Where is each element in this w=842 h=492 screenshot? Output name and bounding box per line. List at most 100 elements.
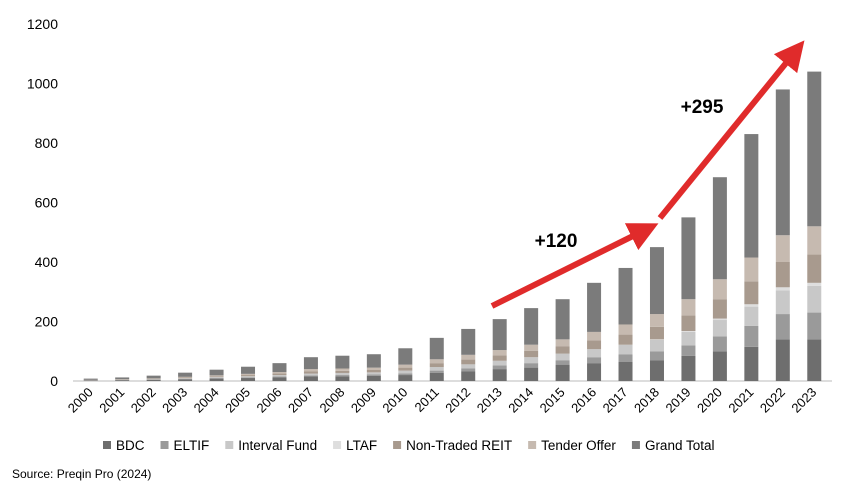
bar-segment [461,371,475,381]
bar-segment [461,364,475,368]
bar-segment [241,376,255,377]
bar-segment [807,286,821,313]
x-tick-label: 2008 [316,385,347,416]
bar-segment [210,378,224,379]
bar-segment [807,226,821,254]
legend-swatch [333,441,341,449]
bar-segment [210,379,224,381]
x-tick-label: 2020 [694,385,725,416]
bar-segment [524,357,538,363]
bar-segment [147,379,161,380]
bar-segment [524,351,538,357]
bar-segment [430,373,444,381]
bar-segment [272,372,286,373]
bar-segment [524,345,538,351]
bar-segment [367,374,381,375]
bar-segment [807,339,821,381]
bar-segment [493,366,507,370]
bar-segment [744,281,758,304]
bar-segment [776,287,790,290]
legend-label: Grand Total [645,438,715,453]
bar-segment [776,314,790,339]
bar-segment [493,369,507,381]
legend-label: Tender Offer [541,438,616,453]
legend-label: ELTIF [174,438,210,453]
bar-segment [744,304,758,306]
x-tick-label: 2016 [568,385,599,416]
bar-segment [304,357,318,369]
bar-segment [776,339,790,381]
bar-segment [335,375,349,376]
bar-segment [398,373,412,375]
bar-segment [776,235,790,262]
bar-segment [744,326,758,347]
x-tick-label: 2021 [725,385,756,416]
bar-segment [367,376,381,381]
bar-segment [398,368,412,371]
bar-segment [524,308,538,345]
bar-segment [619,268,633,325]
y-tick-label: 600 [35,195,59,211]
bar-segment [210,370,224,376]
bar-segment [650,314,664,327]
legend-swatch [161,441,169,449]
x-tick-label: 2018 [631,385,662,416]
bar-segment [335,369,349,371]
bar-segment [304,374,318,376]
x-tick-label: 2022 [757,385,788,416]
bar-segment [713,299,727,318]
bar-segment [681,217,695,299]
bar-segment [619,324,633,334]
bar-segment [367,370,381,372]
bar-segment [178,379,192,381]
bar-segment [461,360,475,365]
bar-segment [619,362,633,381]
bar-segment [84,380,98,381]
bar-segment [619,335,633,345]
bar-segment [556,299,570,339]
x-tick-label: 2013 [474,385,505,416]
x-tick-label: 2010 [379,385,410,416]
legend-label: LTAF [346,438,377,453]
bar-segment [241,377,255,378]
bar-segment [335,356,349,369]
bar-segment [461,369,475,372]
bar-segment [304,377,318,381]
bar-segment [556,365,570,381]
x-tick-label: 2006 [254,385,285,416]
legend-swatch [528,441,536,449]
bar-segment [115,380,129,381]
legend-label: Non-Traded REIT [406,438,512,453]
y-tick-label: 400 [35,254,59,270]
bar-segment [713,319,727,320]
bar-segment [304,371,318,373]
x-tick-label: 2009 [348,385,379,416]
bar-segment [744,307,758,326]
bar-segment [115,377,129,379]
bar-segment [713,279,727,299]
bar-segment [681,332,695,345]
bar-segment [776,290,790,314]
bar-segment [650,247,664,314]
bar-segment [681,299,695,315]
y-tick-label: 0 [50,373,58,389]
bar-segment [556,360,570,364]
bar-segment [430,367,444,371]
y-tick-label: 1000 [27,76,58,92]
bar-segment [335,376,349,381]
x-tick-label: 2017 [600,385,631,416]
bar-segment [807,255,821,283]
bar-segment [744,347,758,381]
bar-segment [681,356,695,381]
y-tick-label: 200 [35,314,59,330]
annotation: +120 [535,231,578,252]
source: Source: Preqin Pro (2024) [12,467,151,481]
x-tick-label: 2002 [128,385,159,416]
legend-swatch [632,441,640,449]
bar-segment [650,340,664,351]
bar-segment [524,368,538,381]
bar-segment [681,331,695,332]
bar-segment [461,355,475,360]
bar-segment [713,351,727,381]
